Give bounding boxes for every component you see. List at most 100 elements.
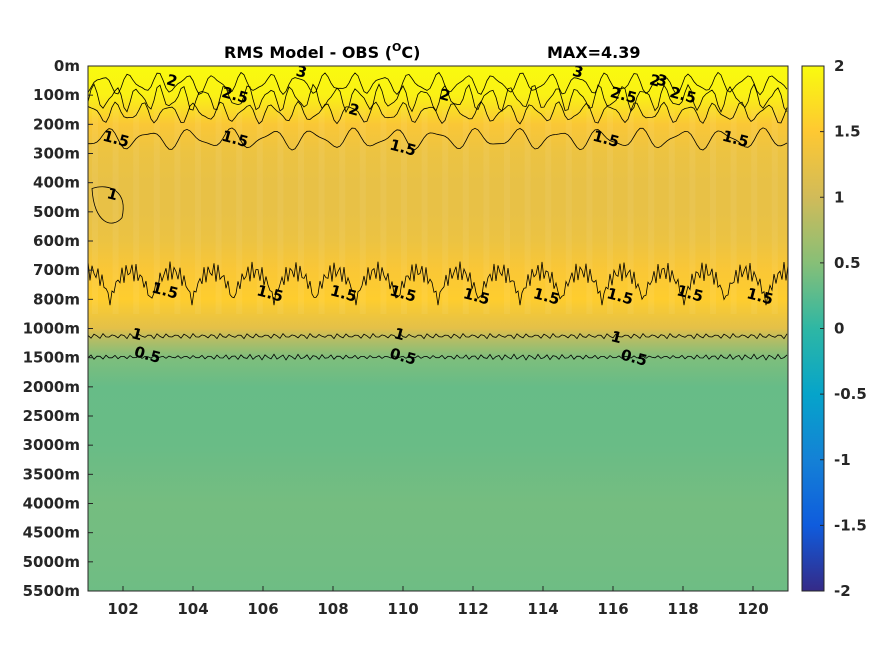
field-stripe	[112, 109, 119, 314]
field-stripe	[751, 109, 758, 314]
field-stripe	[298, 109, 304, 314]
contour-label: 2	[347, 100, 362, 120]
x-tick-label: 104	[177, 600, 208, 618]
y-tick-label: 700m	[33, 261, 80, 279]
y-tick-label: 5000m	[23, 553, 80, 571]
contour-1-closed	[91, 186, 124, 224]
y-tick-label: 300m	[33, 145, 80, 163]
contour-label: 2	[648, 71, 663, 91]
x-tick-label: 110	[387, 600, 418, 618]
title-superscript: O	[392, 41, 401, 54]
y-tick-label: 3000m	[23, 436, 80, 454]
contour-lines	[88, 71, 788, 361]
field-stripe	[627, 109, 634, 314]
colorbar-tick-label: -1.5	[834, 516, 867, 534]
field-stripe	[92, 109, 98, 314]
field-stripe	[195, 109, 201, 314]
field-stripe	[339, 109, 346, 314]
field-stripe	[215, 109, 222, 314]
x-tick-label: 112	[457, 600, 488, 618]
contour-label: 1	[609, 327, 624, 347]
contour-1-5-lower	[88, 261, 788, 306]
contour-1-5-upper	[88, 127, 788, 151]
x-axis: 102 104 106 108 110 112 114 116 118 120	[107, 586, 769, 618]
field-stripe	[668, 109, 675, 314]
field-stripe	[277, 109, 284, 314]
colorbar-tick-label: -2	[834, 582, 851, 600]
column-stripes	[92, 109, 778, 314]
field-stripe	[586, 109, 593, 314]
chart-title: RMS Model - OBS (OC)	[224, 41, 420, 62]
y-tick-label: 400m	[33, 174, 80, 192]
field-stripe	[689, 109, 696, 314]
field-stripe	[380, 109, 387, 314]
contour-1	[88, 332, 788, 340]
y-tick-label: 1000m	[23, 320, 80, 338]
field-stripe	[524, 109, 531, 314]
y-tick-label: 600m	[33, 232, 80, 250]
x-tick-label: 106	[247, 600, 278, 618]
contour-2	[88, 100, 788, 125]
y-tick-label: 4500m	[23, 524, 80, 542]
field-stripe	[710, 109, 716, 314]
field-stripe	[483, 109, 490, 314]
colorbar-tick-label: -1	[834, 451, 851, 469]
contour-label: 1	[392, 324, 407, 344]
contour-label: 1	[130, 324, 145, 344]
y-tick-label: 0m	[54, 57, 80, 75]
y-tick-label: 2000m	[23, 378, 80, 396]
field-stripe	[771, 109, 778, 314]
colorbar-tick-label: 2	[834, 57, 844, 75]
y-tick-label: 800m	[33, 290, 80, 308]
x-tick-label: 114	[527, 600, 558, 618]
field-stripe	[236, 109, 243, 314]
title-end: C)	[401, 43, 420, 62]
field-stripe	[607, 109, 613, 314]
field-stripe	[442, 109, 449, 314]
field-stripe	[730, 109, 737, 314]
colorbar: 2 1.5 1 0.5 0 -0.5 -1 -1.5 -2	[801, 57, 867, 600]
field-stripe	[401, 109, 407, 314]
contour-label: 2	[165, 71, 180, 91]
max-label: MAX=4.39	[547, 43, 641, 62]
field-stripe	[256, 109, 263, 314]
contour-label: 3	[655, 71, 670, 91]
contour-label: 1	[105, 184, 120, 204]
y-tick-label: 500m	[33, 203, 80, 221]
field-stripe	[153, 109, 160, 314]
field-stripe	[133, 109, 140, 314]
colorbar-tick-label: -0.5	[834, 385, 867, 403]
y-tick-label: 1500m	[23, 349, 80, 367]
x-tick-label: 108	[317, 600, 348, 618]
contour-2-5	[88, 83, 788, 113]
x-tick-label: 116	[597, 600, 628, 618]
colorbar-ticks: 2 1.5 1 0.5 0 -0.5 -1 -1.5 -2	[820, 57, 867, 600]
colorbar-tick-label: 1.5	[834, 123, 861, 141]
colorbar-tick-label: 0.5	[834, 254, 861, 272]
field-stripe	[504, 109, 510, 314]
x-tick-label: 120	[737, 600, 768, 618]
field-stripe	[462, 109, 469, 314]
y-tick-label: 100m	[33, 86, 80, 104]
y-tick-label: 4000m	[23, 495, 80, 513]
contour-label: 3	[571, 62, 586, 82]
y-tick-label: 200m	[33, 115, 80, 133]
y-tick-label: 2500m	[23, 407, 80, 425]
field-stripe	[648, 109, 655, 314]
contour-label: 3	[294, 62, 309, 82]
field-stripe	[545, 109, 552, 314]
contour-label: 2	[438, 85, 453, 105]
colorbar-tick-label: 1	[834, 188, 844, 206]
x-tick-label: 118	[667, 600, 698, 618]
contour-3	[88, 71, 788, 96]
y-tick-label: 5500m	[23, 582, 80, 600]
title-base: RMS Model - OBS (	[224, 43, 392, 62]
field-stripe	[318, 109, 325, 314]
y-tick-label: 3500m	[23, 465, 80, 483]
field-stripe	[359, 109, 366, 314]
y-axis: 0m 100m 200m 300m 400m 500m 600m 700m 800m 1000m 1…	[23, 57, 93, 600]
contour-0-5	[88, 353, 788, 361]
colorbar-tick-label: 0	[834, 320, 844, 338]
